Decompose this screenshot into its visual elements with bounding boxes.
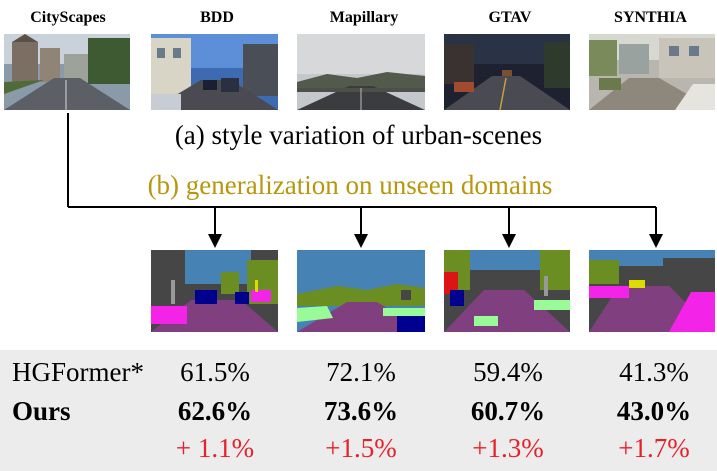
gain-gtav: +1.3% — [472, 433, 544, 463]
photo-synthia — [589, 34, 715, 110]
domain-label-synthia: SYNTHIA — [614, 9, 687, 26]
results-table: HGFormer* 61.5% 72.1% 59.4% 41.3% Ours 6… — [0, 350, 717, 471]
ours-gtav: 60.7% — [470, 396, 546, 426]
photo-bdd — [151, 34, 278, 110]
caption-generalization: (b) generalization on unseen domains — [147, 170, 553, 200]
segmentation-synthia — [589, 250, 715, 332]
arrowhead-bdd — [208, 234, 222, 248]
arrowhead-synthia — [649, 234, 663, 248]
segmentation-gtav — [444, 250, 570, 332]
photo-gtav — [444, 34, 570, 110]
row-label-ours: Ours — [12, 396, 71, 426]
segmentation-bdd — [151, 250, 278, 332]
domain-label-mapillary: Mapillary — [329, 9, 399, 26]
domain-label-gtav: GTAV — [488, 9, 532, 26]
gain-synthia: +1.7% — [618, 433, 690, 463]
gain-bdd: + 1.1% — [175, 433, 255, 463]
gain-mapillary: +1.5% — [325, 433, 397, 463]
arrowhead-mapillary — [354, 234, 368, 248]
photo-cityscapes — [4, 34, 130, 110]
hgformer-gtav: 59.4% — [473, 357, 543, 387]
ours-synthia: 43.0% — [616, 396, 692, 426]
hgformer-mapillary: 72.1% — [326, 357, 396, 387]
photo-mapillary — [297, 34, 425, 110]
ours-bdd: 62.6% — [177, 396, 253, 426]
hgformer-bdd: 61.5% — [180, 357, 250, 387]
hgformer-synthia: 41.3% — [619, 357, 689, 387]
ours-mapillary: 73.6% — [323, 396, 399, 426]
domain-label-cityscapes: CityScapes — [30, 9, 106, 26]
row-label-hgformer: HGFormer* — [12, 357, 144, 387]
caption-style-variation: (a) style variation of urban-scenes — [174, 120, 543, 150]
arrowhead-gtav — [502, 234, 516, 248]
segmentation-mapillary — [297, 250, 425, 332]
domain-label-bdd: BDD — [200, 9, 234, 26]
